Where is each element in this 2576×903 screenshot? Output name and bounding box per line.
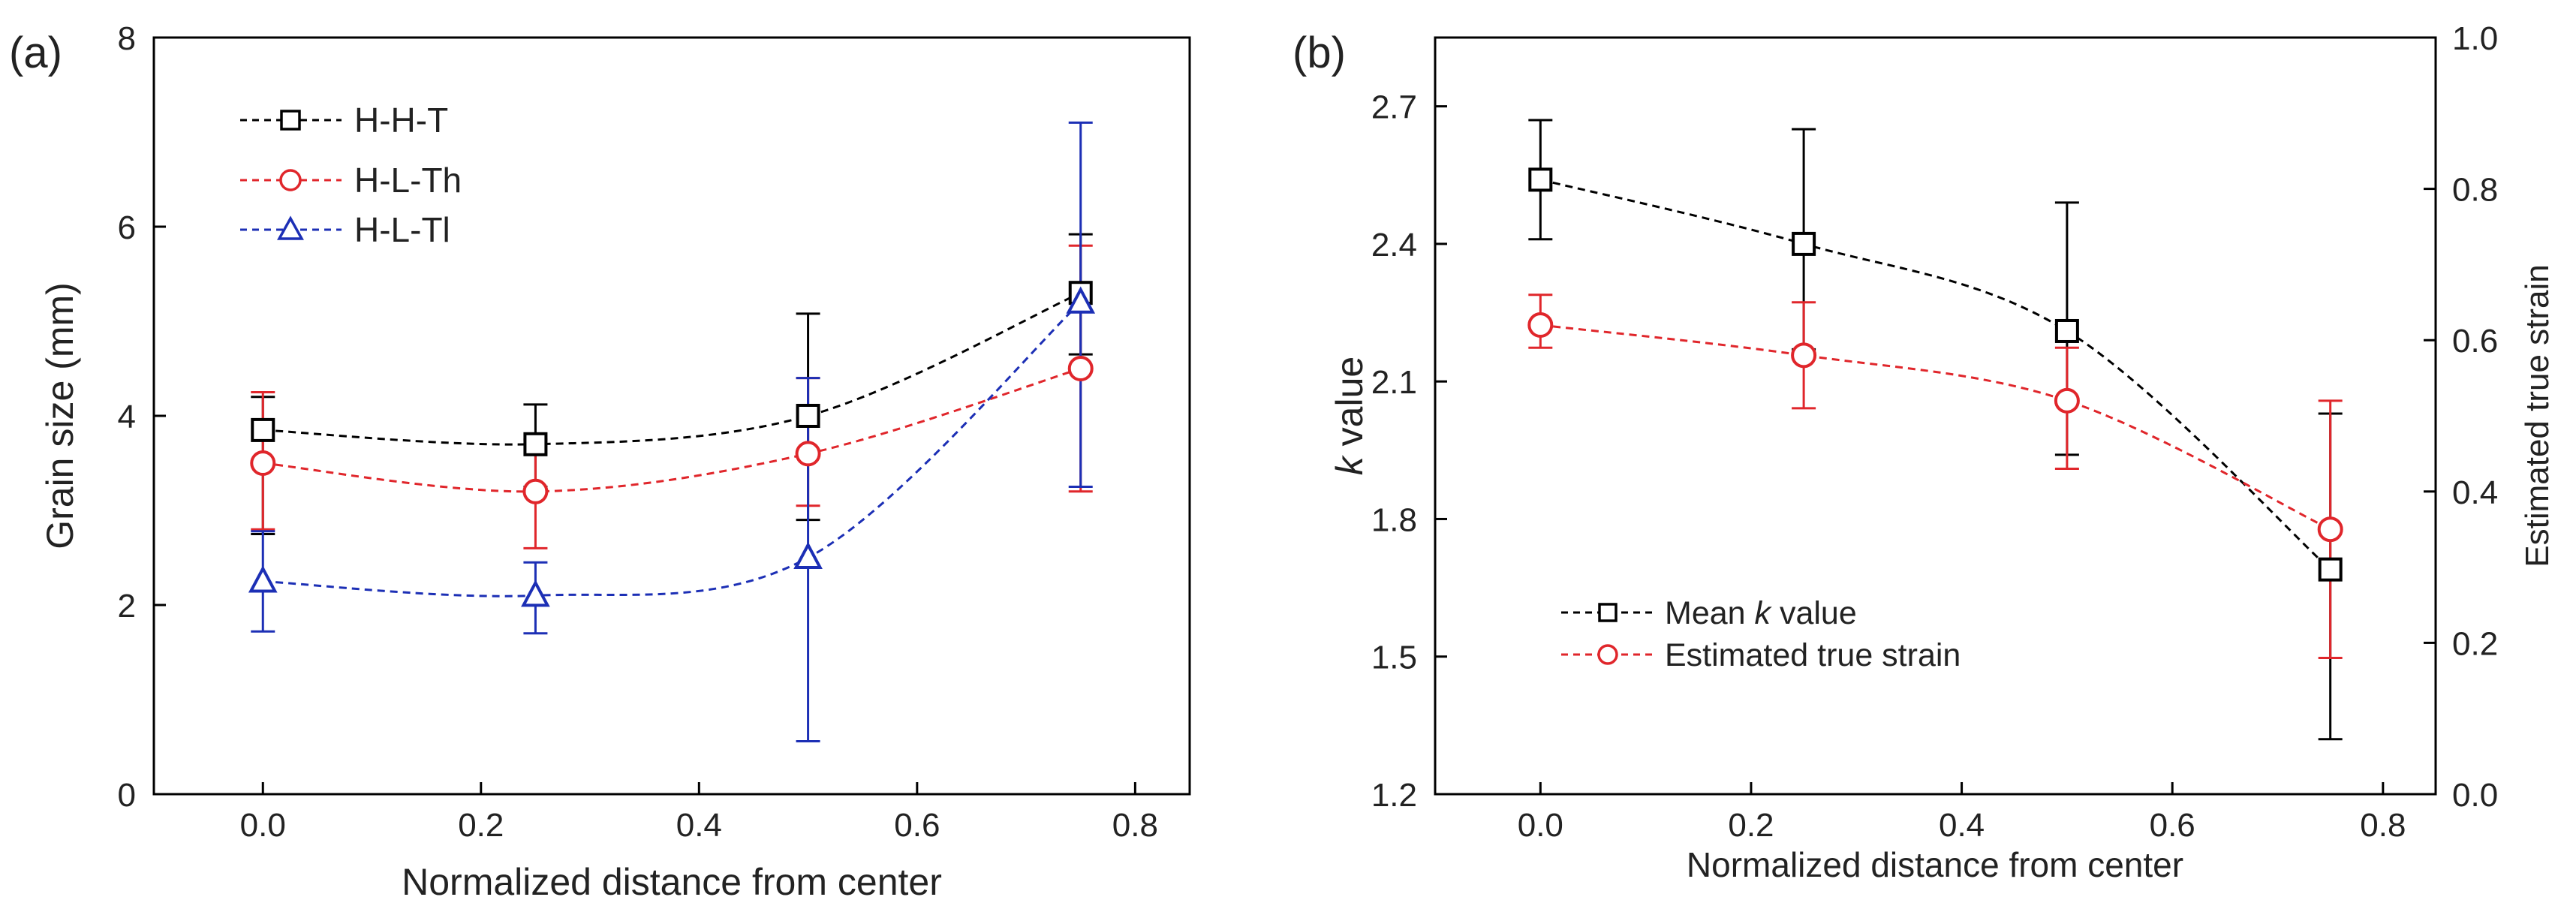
- panel-a-x-axis-title: Normalized distance from center: [402, 861, 942, 903]
- panel-a-y-tick-label: 0: [118, 777, 136, 814]
- panel-b-y-tick-label: 2.7: [1371, 89, 1417, 126]
- panel-a-series-0-point: [796, 404, 820, 428]
- panel-a-legend: H-H-T H-L-Th H-L-Tl: [240, 101, 462, 249]
- panel-b-frame: [1434, 36, 2437, 796]
- panel-b-y-tick-label: 1.8: [1371, 501, 1417, 538]
- panel-a-series-0-point: [251, 417, 275, 442]
- panel-a-x-tick-label: 0.0: [240, 807, 286, 844]
- legend-b-circle-marker: [1597, 644, 1618, 665]
- panel-b-markers: [1527, 167, 2343, 582]
- panel-a-series-1-curve: [263, 367, 1082, 493]
- panel-b-y-right-tick-label: 0.6: [2452, 323, 2498, 360]
- panel-a-series-0-point: [523, 432, 548, 456]
- panel-b-ticks: 0.0 0.2 0.4 0.6 0.8 1.2 1.5 1.8 2.1 2.4 2.7 0.0 0.2 0…: [1371, 20, 2498, 844]
- panel-a-x-tick-label: 0.6: [894, 807, 940, 844]
- panel-a-y-tick-label: 6: [118, 209, 136, 246]
- panel-a-series-2-point: [248, 565, 278, 593]
- panel-b-x-axis-title: Normalized distance from center: [1687, 845, 2183, 884]
- legend-a-circle-marker: [279, 169, 302, 191]
- panel-a-y-tick-label: 4: [118, 399, 136, 435]
- panel-b-y-tick-label: 1.2: [1371, 777, 1417, 814]
- legend-b-label-0: Mean k value: [1665, 595, 1857, 631]
- panel-b-series-1-point: [1527, 312, 1554, 339]
- panel-a-series-2-curve: [263, 301, 1082, 597]
- panel-b-y-tick-label: 2.4: [1371, 227, 1417, 263]
- panel-a-y-tick-label: 8: [118, 20, 136, 57]
- panel-a-x-tick-label: 0.8: [1112, 807, 1158, 844]
- panel-b-x-tick-label: 0.0: [1518, 807, 1563, 844]
- panel-a-series-1-point: [1067, 356, 1094, 381]
- panel-a-curves: [263, 291, 1082, 597]
- panel-b-y-tick-label: 2.1: [1371, 364, 1417, 401]
- legend-a-square-marker: [280, 110, 301, 131]
- panel-b-right-axis-title: Estimated true strain: [2519, 264, 2556, 567]
- panel-b-x-tick-label: 0.8: [2360, 807, 2406, 844]
- panel-b-series-1-point: [2054, 387, 2080, 414]
- panel-a-series-2-point: [521, 579, 550, 607]
- panel-a-series-1-point: [250, 450, 276, 476]
- panel-a-chart: (a) 0.0 0.2 0.4 0.6 0.8 0 2 4 6 8 H-H-T H-L-Th H-…: [9, 20, 1191, 903]
- panel-b-y-axis-title: k value: [1329, 357, 1371, 475]
- panel-a-ticks: 0.0 0.2 0.4 0.6 0.8 0 2 4 6 8: [118, 20, 1158, 844]
- panel-a-label: (a): [9, 29, 62, 77]
- panel-b-series-1-point: [1791, 342, 1817, 369]
- panel-a-series-2-point: [1066, 286, 1096, 314]
- panel-a-x-tick-label: 0.4: [676, 807, 722, 844]
- panel-a-y-tick-label: 2: [118, 588, 136, 625]
- panel-b-x-tick-label: 0.4: [1939, 807, 1985, 844]
- panel-b-y-tick-label: 1.5: [1371, 640, 1417, 676]
- legend-b-label-1: Estimated true strain: [1665, 637, 1961, 673]
- panel-a-series-1-point: [795, 441, 821, 467]
- panel-b-series-0-curve: [1539, 178, 2331, 570]
- panel-a-series-2-point: [793, 541, 823, 569]
- panel-a-series-1-point: [522, 478, 549, 504]
- panel-b-x-tick-label: 0.6: [2150, 807, 2195, 844]
- panel-b-series-0-point: [2054, 318, 2079, 343]
- panel-b-y-right-tick-label: 0.4: [2452, 474, 2498, 511]
- panel-b-y-right-tick-label: 0.8: [2452, 172, 2498, 209]
- legend-a-label-0: H-H-T: [354, 101, 448, 140]
- panel-a-series-0-curve: [263, 291, 1082, 446]
- panel-a-y-axis-title: Grain size (mm): [39, 282, 81, 549]
- panel-b-chart: (b) 0.0 0.2 0.4 0.6 0.81.21.51.82.12.42.70.0…: [1293, 20, 2556, 884]
- panel-b-series-0-point: [1792, 231, 1816, 256]
- panel-a-markers: [248, 281, 1096, 607]
- panel-b-series-0-point: [2318, 557, 2343, 582]
- panel-b-series-1-curve: [1540, 324, 2331, 531]
- legend-b-square-marker: [1598, 603, 1618, 622]
- panel-a-frame: [152, 36, 1191, 796]
- panel-b-series-1-point: [2317, 516, 2343, 543]
- legend-a-triangle-marker: [277, 215, 304, 240]
- panel-b-series-0-point: [1528, 167, 1553, 192]
- panel-b-label: (b): [1293, 29, 1346, 77]
- panel-b-y-right-tick-label: 1.0: [2452, 20, 2498, 57]
- panel-b-legend: Mean k value Estimated true strain: [1561, 595, 1961, 673]
- panel-b-x-tick-label: 0.2: [1728, 807, 1774, 844]
- panel-a-x-tick-label: 0.2: [458, 807, 504, 844]
- legend-a-label-2: H-L-Tl: [354, 210, 450, 249]
- panel-b-y-right-tick-label: 0.0: [2452, 777, 2498, 814]
- panel-b-y-right-tick-label: 0.2: [2452, 625, 2498, 662]
- legend-a-label-1: H-L-Th: [354, 161, 462, 200]
- panel-b-curves: [1539, 178, 2331, 570]
